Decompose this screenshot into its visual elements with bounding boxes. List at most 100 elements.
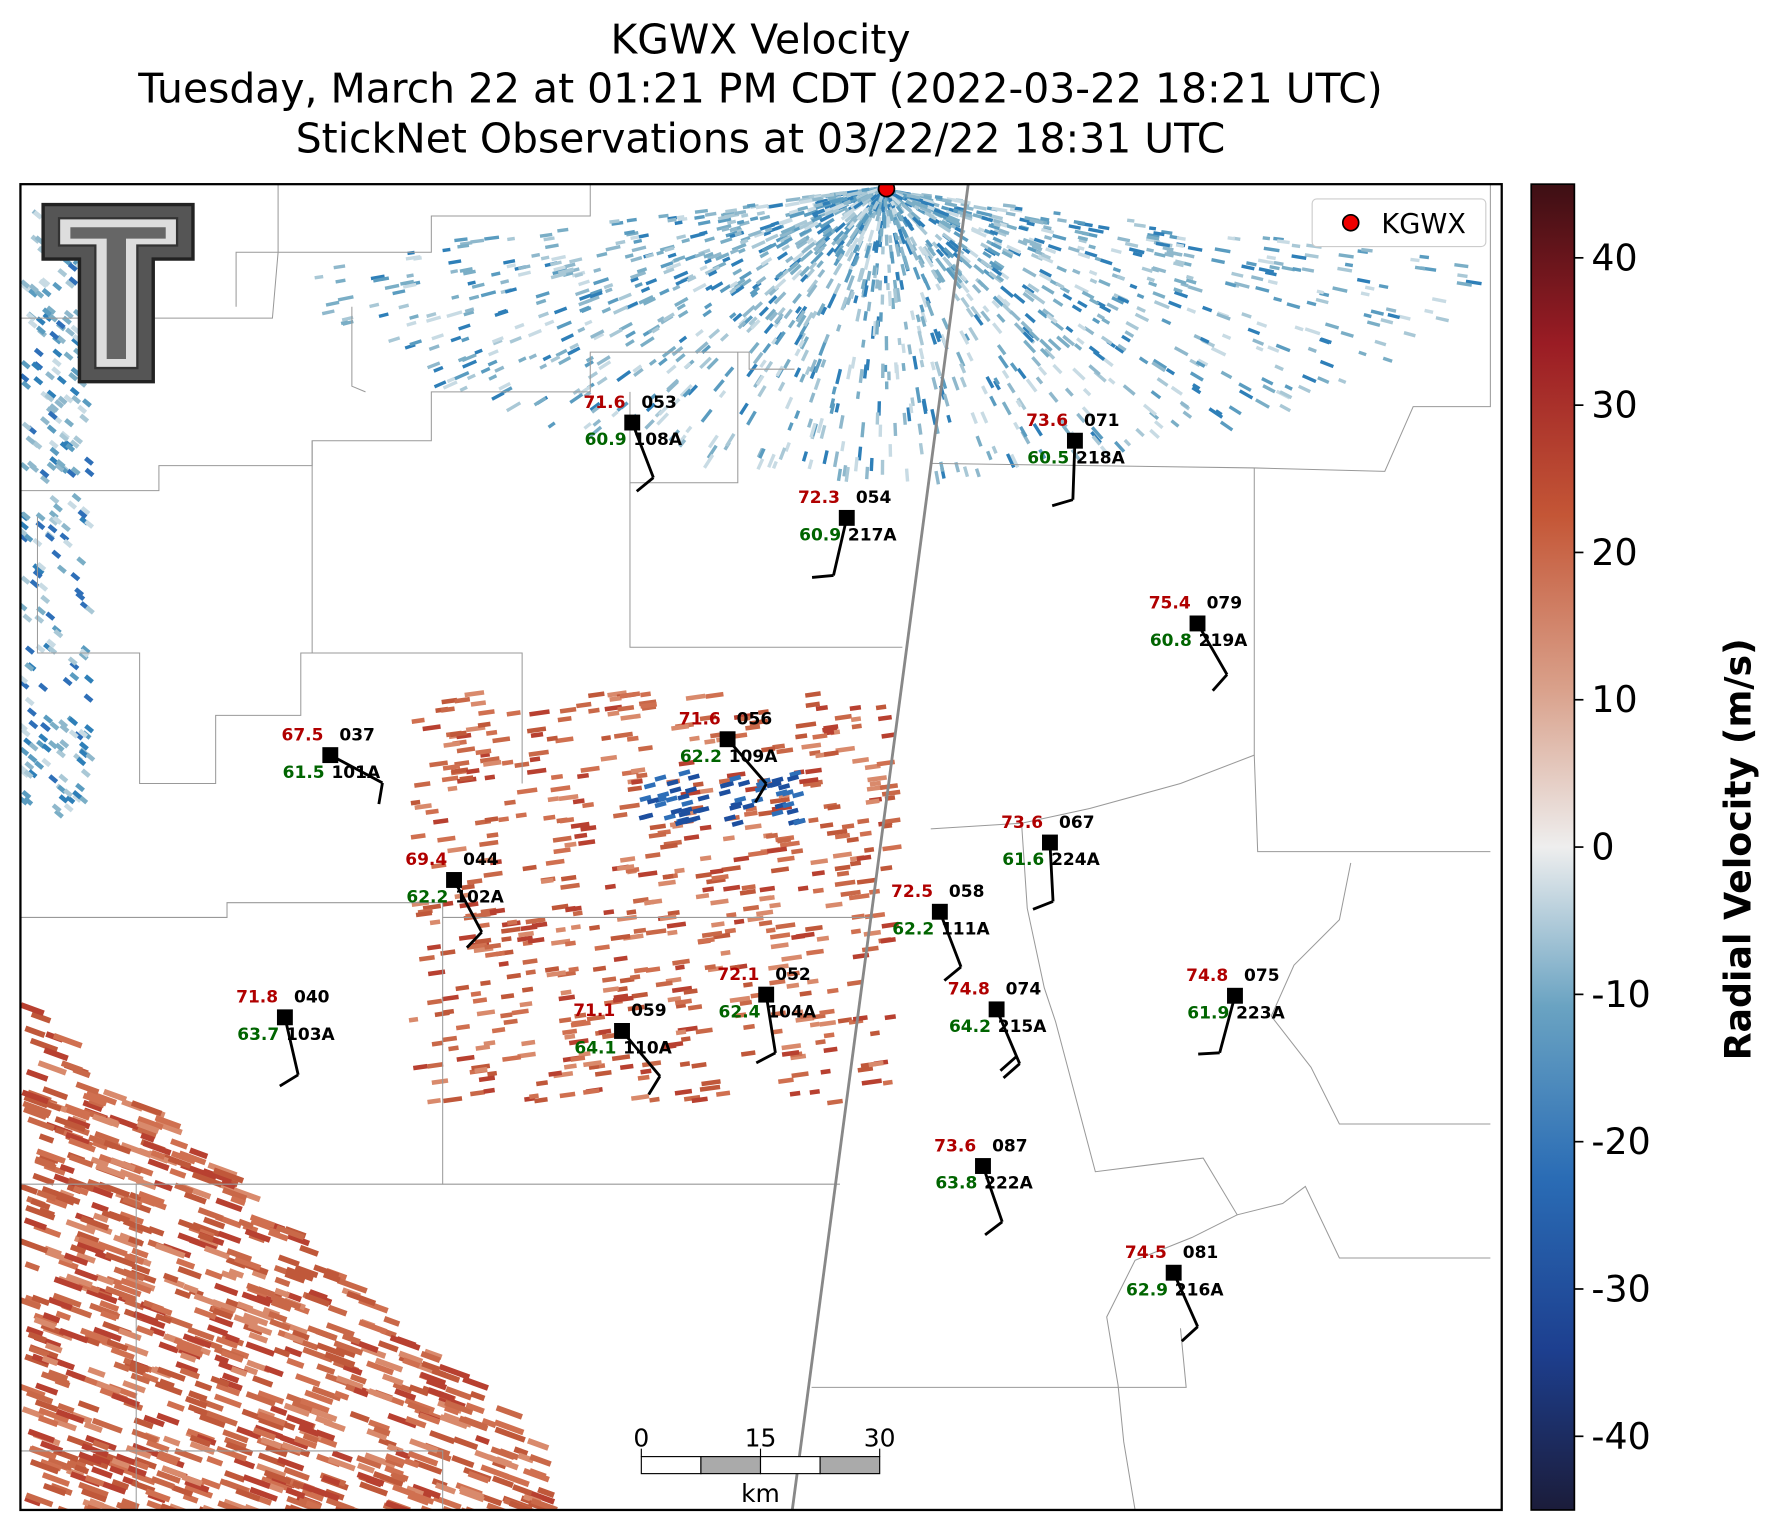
radar-echo	[82, 1099, 103, 1112]
radar-echo	[930, 408, 937, 426]
radar-echo	[37, 1060, 67, 1076]
radar-echo	[616, 369, 632, 383]
radar-echo	[1064, 387, 1074, 397]
radar-echo	[522, 864, 537, 872]
radar-echo	[147, 1158, 170, 1171]
radar-echo	[909, 236, 918, 247]
radar-echo	[678, 759, 695, 767]
radar-echo	[1092, 350, 1106, 361]
radar-echo	[770, 942, 789, 950]
radar-echo	[968, 326, 979, 341]
radar-echo	[768, 295, 778, 305]
radar-echo	[758, 920, 773, 927]
radar-echo	[645, 928, 667, 936]
radar-echo	[866, 270, 872, 281]
radar-echo	[880, 937, 896, 944]
radar-echo	[775, 365, 784, 377]
radar-echo	[1040, 216, 1050, 222]
radar-echo	[215, 1197, 243, 1213]
radar-echo	[831, 196, 848, 205]
radar-echo	[65, 1369, 86, 1382]
radar-echo	[901, 343, 906, 354]
radar-echo	[819, 1008, 835, 1016]
radar-echo	[1027, 283, 1040, 293]
radar-echo	[1077, 252, 1091, 260]
radar-echo	[861, 214, 870, 224]
radar-echo	[743, 981, 753, 988]
radar-echo	[964, 246, 979, 259]
radar-echo	[335, 1375, 364, 1390]
radar-echo	[933, 207, 950, 217]
radar-echo	[684, 254, 698, 262]
radar-echo	[108, 1114, 140, 1131]
radar-echo	[433, 365, 444, 373]
radar-echo	[372, 1471, 404, 1487]
radar-echo	[667, 909, 680, 917]
radar-echo	[1161, 318, 1172, 326]
radar-echo	[1151, 361, 1166, 373]
radar-echo	[1039, 347, 1050, 358]
radar-echo	[990, 214, 1004, 221]
radar-echo	[131, 1247, 149, 1259]
radar-echo	[431, 333, 444, 341]
radar-echo	[65, 1131, 90, 1146]
radar-echo	[540, 255, 550, 261]
radar-echo	[426, 312, 437, 318]
radar-echo	[420, 1505, 440, 1510]
radar-echo	[1169, 234, 1179, 240]
radar-echo	[269, 1318, 291, 1331]
radar-echo	[411, 900, 430, 908]
radar-echo	[611, 1054, 631, 1062]
radar-echo	[302, 1346, 334, 1363]
radar-echo	[942, 393, 950, 407]
radar-echo	[863, 217, 873, 232]
radar-echo	[384, 1465, 404, 1478]
radar-echo	[1045, 247, 1057, 255]
radar-echo	[931, 376, 938, 390]
radar-echo	[1142, 403, 1158, 417]
radar-echo	[787, 261, 800, 273]
radar-echo	[1231, 271, 1244, 278]
radar-echo	[753, 231, 765, 239]
radar-echo	[879, 227, 884, 237]
radar-echo	[73, 435, 84, 445]
radar-echo	[341, 1333, 361, 1345]
radar-echo	[679, 1061, 691, 1067]
radar-echo	[90, 1156, 110, 1168]
radar-echo	[640, 1068, 652, 1075]
radar-echo	[214, 1354, 230, 1365]
radar-echo	[245, 1341, 275, 1357]
radar-echo	[480, 366, 491, 374]
radar-echo	[1304, 253, 1319, 259]
radar-echo	[26, 1389, 54, 1405]
wind-barb	[1196, 622, 1229, 692]
radar-echo	[1403, 331, 1416, 338]
radar-echo	[626, 230, 639, 237]
radar-echo	[834, 402, 840, 413]
radar-echo	[431, 1078, 449, 1086]
radar-echo	[459, 775, 474, 782]
radar-echo	[799, 777, 819, 785]
radar-echo	[480, 980, 491, 986]
radar-echo	[470, 700, 487, 707]
radar-echo	[737, 247, 746, 254]
radar-echo	[563, 262, 576, 269]
radar-echo	[447, 846, 467, 854]
radar-echo	[1084, 250, 1098, 258]
radar-echo	[1047, 243, 1062, 252]
radar-echo	[834, 864, 851, 872]
station-number: 059	[631, 1001, 667, 1021]
radar-echo	[515, 812, 527, 819]
radar-echo	[816, 417, 824, 434]
radar-echo	[443, 741, 461, 748]
radar-echo	[217, 1500, 243, 1510]
radar-echo	[799, 265, 811, 277]
radar-echo	[451, 294, 460, 300]
radar-echo	[615, 239, 626, 246]
radar-echo	[897, 228, 907, 245]
radar-echo	[1241, 264, 1255, 271]
station-number: 056	[737, 709, 773, 729]
radar-echo	[666, 779, 679, 787]
radar-echo	[52, 348, 63, 358]
radar-echo	[84, 1474, 105, 1487]
